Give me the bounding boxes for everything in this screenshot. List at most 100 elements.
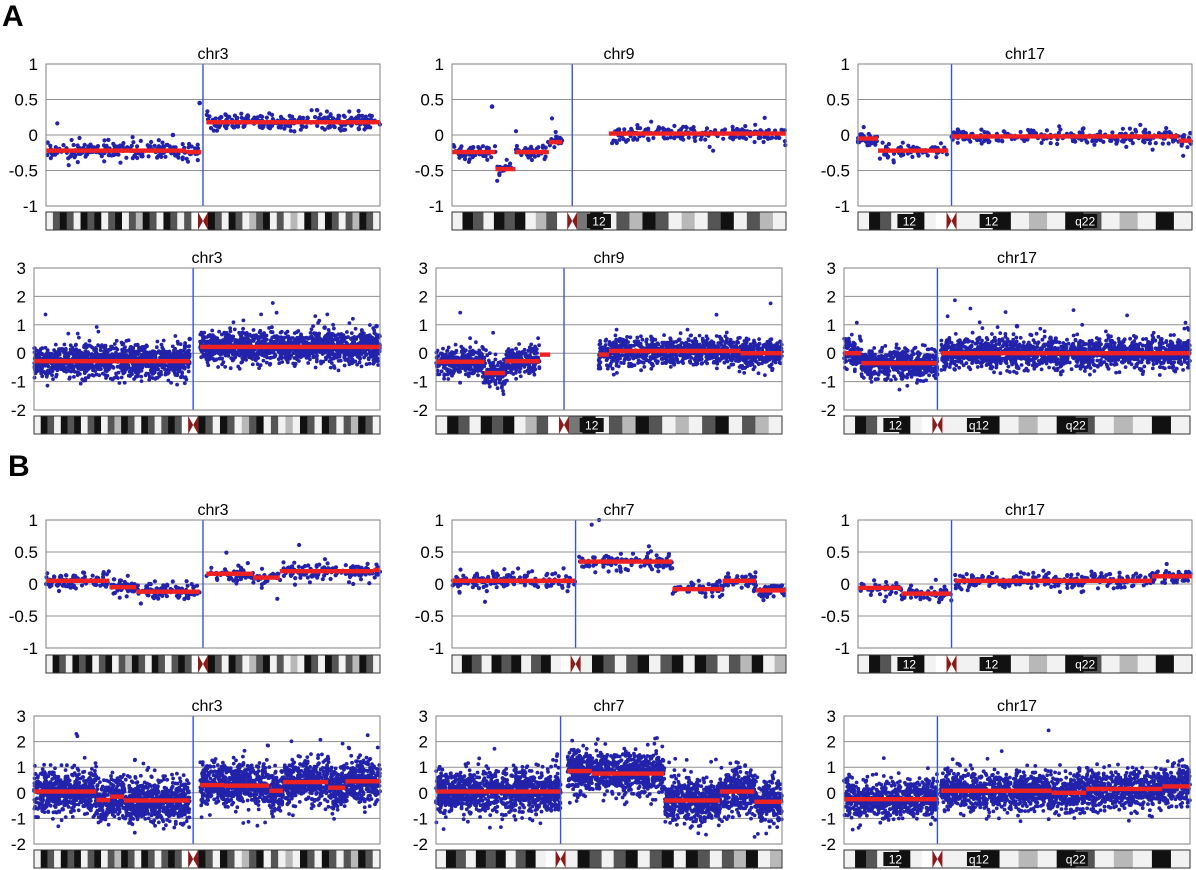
chromosome-band <box>263 416 272 434</box>
data-point <box>61 143 66 148</box>
data-point <box>43 371 48 376</box>
data-point <box>43 312 48 317</box>
data-point <box>320 125 325 130</box>
chromosome-band <box>525 212 537 230</box>
data-point <box>210 328 215 333</box>
data-point <box>891 160 896 165</box>
data-point <box>292 356 297 360</box>
chromosome-band <box>733 212 748 230</box>
data-point <box>246 353 251 357</box>
data-point <box>101 353 105 358</box>
chromosome-band <box>278 416 286 434</box>
data-point <box>135 144 140 149</box>
data-point <box>124 155 129 160</box>
data-point <box>367 336 371 341</box>
data-point <box>187 354 192 359</box>
data-point-outlier <box>170 132 176 138</box>
centromere-marker <box>202 212 208 230</box>
data-point <box>83 376 88 381</box>
chromosome-band <box>59 212 68 230</box>
data-point <box>204 341 209 345</box>
data-point <box>173 354 178 358</box>
data-point <box>69 369 74 374</box>
data-point <box>286 336 291 340</box>
data-point <box>306 361 311 365</box>
data-point <box>280 360 285 364</box>
data-point <box>308 357 312 362</box>
y-tick-label: 1 <box>29 55 38 74</box>
data-point <box>722 127 728 132</box>
data-point <box>118 160 123 165</box>
band-label: 12 <box>985 215 999 229</box>
data-point <box>635 335 640 340</box>
segment-mean-line <box>452 149 496 155</box>
data-point <box>471 145 476 150</box>
data-point <box>649 119 654 124</box>
data-point <box>75 160 80 165</box>
chromosome-ideogram: 12 <box>451 211 787 231</box>
data-point <box>703 137 708 142</box>
data-point <box>51 377 55 381</box>
chromosome-band <box>1119 212 1138 230</box>
data-point <box>176 155 181 160</box>
chromosome-band <box>174 416 182 434</box>
data-point <box>684 125 689 130</box>
data-point <box>1044 128 1049 133</box>
data-point <box>646 137 651 143</box>
data-point <box>1138 122 1143 127</box>
data-point <box>345 330 349 334</box>
data-point <box>165 355 170 359</box>
centromere-marker <box>193 416 199 434</box>
data-point <box>1185 145 1190 150</box>
data-point <box>767 357 772 362</box>
data-point <box>102 138 107 143</box>
data-point <box>631 137 636 142</box>
data-point <box>617 137 622 142</box>
data-point <box>906 143 911 148</box>
data-point <box>326 124 331 130</box>
chromosome-band <box>156 212 164 230</box>
data-point <box>537 343 541 348</box>
data-point <box>132 377 137 381</box>
data-point <box>1142 140 1147 145</box>
data-point <box>175 382 180 387</box>
data-point <box>1018 129 1023 135</box>
data-point <box>102 345 106 350</box>
data-point <box>87 373 91 378</box>
data-point <box>87 338 92 343</box>
data-point <box>861 125 866 130</box>
data-point <box>211 338 216 342</box>
y-tick-label: 0 <box>435 126 444 145</box>
data-point <box>228 326 233 331</box>
data-point <box>180 142 185 147</box>
data-point <box>130 347 135 352</box>
data-point <box>651 135 656 141</box>
data-point <box>360 331 364 336</box>
data-point <box>50 373 54 377</box>
data-point <box>1179 143 1184 148</box>
data-point <box>956 130 961 135</box>
data-point <box>90 352 95 357</box>
data-point <box>61 348 66 353</box>
chromosome-band <box>163 212 171 230</box>
data-point <box>173 373 178 377</box>
data-point <box>672 135 677 141</box>
data-point <box>244 332 248 337</box>
data-point <box>441 346 445 351</box>
data-point <box>45 350 50 355</box>
data-point <box>90 144 95 149</box>
data-point <box>880 140 885 145</box>
data-point <box>341 127 346 132</box>
data-point <box>636 358 641 363</box>
data-point <box>308 331 313 335</box>
chromosome-band <box>858 212 870 230</box>
data-point <box>282 335 287 340</box>
data-point <box>48 156 53 161</box>
data-point <box>235 115 240 120</box>
data-point <box>1039 140 1044 145</box>
chromosome-band <box>94 212 102 230</box>
data-point <box>151 370 156 375</box>
data-point <box>296 329 301 333</box>
data-point <box>146 154 151 159</box>
y-tick-label: 1 <box>17 316 26 335</box>
